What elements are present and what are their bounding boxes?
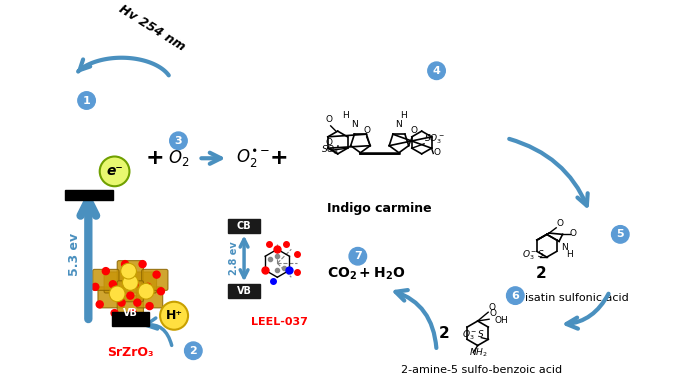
Text: 4: 4 (433, 66, 440, 76)
Circle shape (145, 283, 151, 290)
Text: 1: 1 (83, 96, 90, 106)
Text: VB: VB (123, 308, 138, 318)
Circle shape (100, 157, 129, 186)
Text: 2: 2 (439, 326, 450, 341)
Text: H: H (400, 112, 407, 120)
Text: $SO_3^-$: $SO_3^-$ (424, 132, 445, 146)
Text: Hv 254 nm: Hv 254 nm (116, 2, 188, 53)
FancyBboxPatch shape (228, 284, 260, 298)
FancyBboxPatch shape (117, 296, 143, 317)
Circle shape (612, 226, 629, 243)
Text: O: O (363, 126, 370, 135)
Circle shape (111, 310, 118, 317)
FancyBboxPatch shape (228, 219, 260, 233)
Text: 2-amine-5 sulfo-benzoic acid: 2-amine-5 sulfo-benzoic acid (401, 365, 562, 375)
Circle shape (146, 303, 153, 310)
FancyBboxPatch shape (117, 281, 143, 302)
Text: $SO_3^\bullet$: $SO_3^\bullet$ (321, 143, 341, 157)
Circle shape (153, 271, 160, 278)
Text: +: + (270, 148, 288, 168)
Text: 2: 2 (536, 266, 547, 281)
Text: $O_3^-S$: $O_3^-S$ (522, 248, 545, 262)
Circle shape (127, 292, 134, 299)
Circle shape (78, 92, 95, 109)
Circle shape (92, 283, 99, 290)
Text: O: O (569, 229, 577, 238)
Circle shape (134, 299, 141, 306)
Text: Indigo carmine: Indigo carmine (327, 202, 432, 215)
Circle shape (102, 267, 110, 275)
Text: LEEL-037: LEEL-037 (251, 317, 308, 327)
Text: 3: 3 (175, 136, 182, 146)
Text: 5: 5 (616, 229, 624, 239)
Circle shape (110, 281, 116, 288)
Circle shape (110, 286, 125, 302)
Text: $\mathbf{CO_2 + H_2O}$: $\mathbf{CO_2 + H_2O}$ (327, 266, 406, 282)
FancyBboxPatch shape (136, 287, 163, 308)
Text: $O_2$: $O_2$ (168, 148, 189, 168)
Text: H: H (342, 112, 349, 120)
Text: e⁻: e⁻ (106, 164, 123, 178)
Text: CB: CB (237, 221, 251, 231)
Text: $O_3^-S$: $O_3^-S$ (462, 329, 485, 342)
Text: O: O (410, 126, 417, 135)
Circle shape (138, 283, 154, 299)
Text: N: N (351, 120, 358, 129)
FancyBboxPatch shape (64, 190, 113, 200)
FancyBboxPatch shape (117, 261, 143, 282)
Text: O: O (325, 138, 332, 147)
FancyBboxPatch shape (142, 269, 168, 290)
Text: 5.3 ev: 5.3 ev (68, 233, 81, 276)
FancyBboxPatch shape (104, 272, 130, 293)
FancyBboxPatch shape (130, 272, 157, 293)
Text: O: O (556, 219, 563, 228)
Circle shape (123, 275, 138, 290)
Circle shape (129, 310, 136, 317)
Circle shape (160, 302, 188, 330)
Text: N: N (561, 243, 568, 252)
Text: 7: 7 (354, 251, 362, 261)
Text: 2.8 ev: 2.8 ev (229, 242, 240, 275)
Circle shape (506, 287, 524, 304)
FancyBboxPatch shape (92, 269, 119, 290)
Text: 2: 2 (190, 346, 197, 356)
Text: O: O (488, 304, 495, 312)
Text: OH: OH (495, 316, 508, 325)
Circle shape (118, 299, 125, 306)
Circle shape (121, 263, 136, 279)
Text: +: + (145, 148, 164, 168)
Circle shape (428, 62, 445, 80)
Text: VB: VB (236, 286, 251, 296)
Circle shape (170, 132, 187, 149)
Text: N: N (395, 120, 401, 129)
Text: 6: 6 (512, 291, 519, 301)
FancyBboxPatch shape (98, 287, 124, 308)
Text: SrZrO₃: SrZrO₃ (107, 346, 153, 359)
Text: O: O (325, 115, 332, 124)
Circle shape (132, 281, 138, 288)
Text: $NH_2$: $NH_2$ (469, 347, 488, 360)
Circle shape (139, 261, 146, 267)
Text: H⁺: H⁺ (166, 309, 183, 322)
Text: isatin sulfonic acid: isatin sulfonic acid (525, 293, 628, 303)
Circle shape (121, 261, 129, 267)
Text: O: O (434, 148, 440, 157)
Text: H: H (566, 250, 573, 259)
Circle shape (158, 288, 164, 295)
Text: O: O (489, 309, 496, 318)
Circle shape (349, 248, 366, 265)
FancyBboxPatch shape (112, 312, 149, 326)
Text: $O_2^{\bullet-}$: $O_2^{\bullet-}$ (236, 147, 270, 169)
Circle shape (184, 342, 202, 360)
Circle shape (96, 301, 103, 308)
